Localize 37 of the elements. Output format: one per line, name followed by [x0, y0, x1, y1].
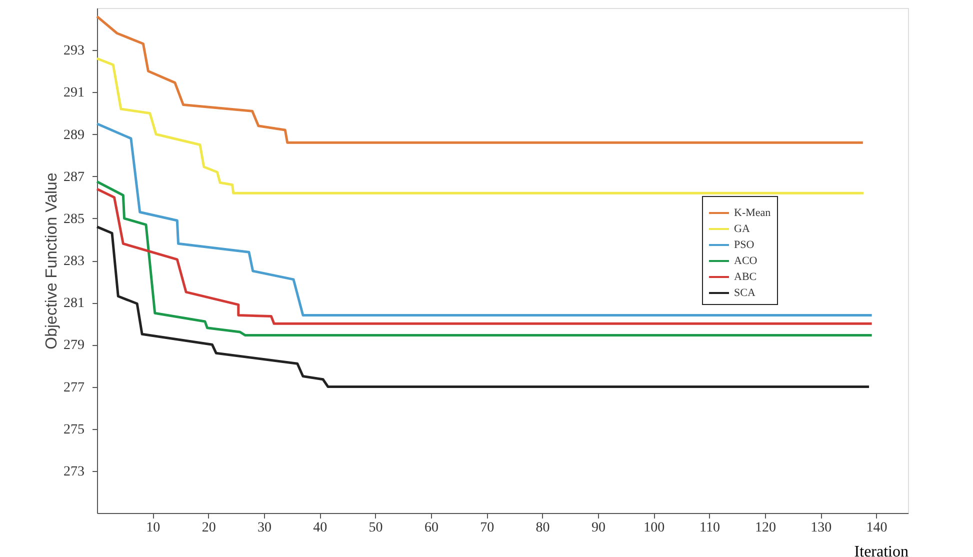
x-tick-label: 20	[202, 520, 216, 536]
y-tick-label: 279	[64, 338, 84, 354]
y-tick-label: 285	[64, 212, 84, 227]
line-series	[96, 57, 865, 194]
line-series	[96, 122, 874, 316]
y-tick-label: 289	[64, 128, 84, 143]
x-tick-label: 130	[810, 520, 832, 536]
x-tick-label: 50	[368, 520, 383, 536]
legend-label: ACO	[734, 255, 758, 267]
legend-label: SCA	[734, 287, 756, 299]
x-tick-label: 90	[591, 520, 606, 536]
legend-label: ABC	[734, 271, 757, 283]
x-tick-label: 30	[257, 520, 272, 536]
x-tick-label: 100	[644, 520, 665, 536]
legend-label: PSO	[734, 239, 754, 251]
x-tick-label: 110	[700, 520, 720, 536]
x-axis-title: Iteration	[854, 544, 908, 557]
x-tick-label: 40	[313, 520, 328, 536]
y-tick-label: 287	[64, 170, 84, 185]
y-tick-label: 293	[64, 44, 84, 59]
y-tick-label: 277	[64, 380, 84, 396]
x-tick-label: 120	[754, 520, 776, 536]
y-tick-label: 291	[64, 86, 84, 101]
x-tick-label: 10	[146, 520, 160, 536]
legend-label: K-Mean	[734, 207, 772, 219]
y-tick-label: 281	[64, 296, 84, 312]
x-tick-label: 60	[424, 520, 438, 536]
legend-label: GA	[734, 223, 750, 235]
line-series	[96, 226, 870, 388]
line-series	[96, 15, 864, 144]
x-tick-label: 80	[536, 520, 550, 536]
y-axis-title: Objective Function Value	[44, 172, 60, 350]
y-tick-label: 273	[64, 464, 84, 480]
y-tick-label: 275	[64, 422, 84, 438]
y-tick-label: 283	[64, 254, 84, 269]
x-tick-label: 70	[480, 520, 494, 536]
x-tick-label: 140	[866, 520, 888, 536]
